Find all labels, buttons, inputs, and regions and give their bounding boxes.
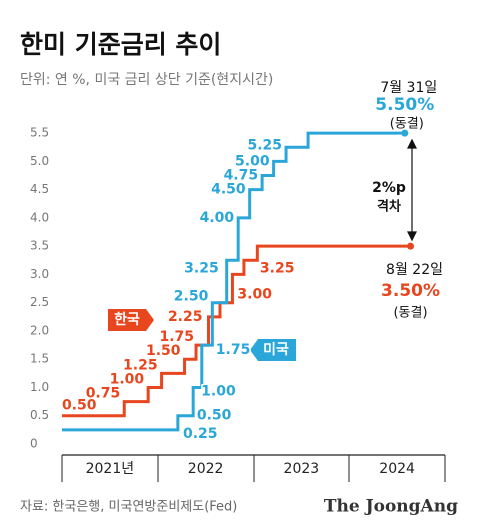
- us-tag: 미국: [250, 339, 296, 361]
- gap-arrow: [407, 138, 417, 242]
- data-label: 2.25: [168, 309, 203, 325]
- data-label: 1.50: [146, 343, 181, 359]
- source: 자료: 한국은행, 미국연방준비제도(Fed): [20, 499, 237, 515]
- y-tick-label: 5.5: [30, 126, 49, 140]
- data-label: 5.00: [235, 153, 270, 169]
- legend-label: 한국: [114, 312, 140, 328]
- data-label: 1.75: [216, 342, 251, 358]
- data-label: 1.00: [110, 371, 145, 387]
- data-label: 3.00: [237, 286, 272, 302]
- brand: The JoongAng: [324, 497, 458, 517]
- data-label: 1.25: [123, 357, 158, 373]
- end-value-label: 3.50%: [381, 281, 440, 301]
- y-tick-label: 3.5: [30, 239, 49, 253]
- y-tick-label: 2.0: [30, 323, 49, 337]
- data-label: 0.25: [183, 426, 218, 442]
- data-label: 4.75: [224, 168, 259, 184]
- y-tick-label: 0.5: [30, 408, 49, 422]
- x-tick-label: 2024: [379, 461, 415, 477]
- data-label: 4.00: [200, 210, 235, 226]
- subtitle: 단위: 연 %, 미국 금리 상단 기준(현지시간): [20, 72, 273, 88]
- y-tick-label: 0: [30, 437, 38, 451]
- data-label: 1.75: [160, 329, 195, 345]
- year-dividers: [61, 455, 446, 482]
- legend-label: 미국: [263, 342, 289, 358]
- data-label: 1.00: [201, 383, 236, 399]
- y-tick-label: 2.5: [30, 295, 49, 309]
- korea-tag: 한국: [108, 309, 154, 331]
- gap-label: 2%p: [372, 180, 406, 196]
- x-tick-label: 2021년: [86, 461, 135, 477]
- chart-title: 한미 기준금리 추이: [20, 30, 221, 59]
- step-line: [62, 131, 405, 432]
- end-note: (동결): [390, 117, 424, 132]
- data-label: 2.50: [174, 289, 209, 305]
- gap-label: 격차: [377, 199, 401, 215]
- y-tick-label: 3.0: [30, 267, 49, 281]
- x-tick-label: 2022: [188, 461, 224, 477]
- x-tick-label: 2023: [284, 461, 320, 477]
- y-tick-label: 4.5: [30, 182, 49, 196]
- y-tick-label: 1.0: [30, 380, 49, 394]
- data-label: 0.75: [86, 386, 121, 402]
- data-label: 5.25: [248, 137, 283, 153]
- data-label: 3.25: [184, 260, 219, 276]
- end-value-label: 5.50%: [375, 95, 434, 115]
- y-tick-label: 4.0: [30, 210, 49, 224]
- data-label: 0.50: [62, 398, 97, 414]
- end-date: 8월 22일: [386, 262, 443, 278]
- data-label: 4.50: [211, 182, 246, 198]
- y-tick-label: 5.0: [30, 154, 49, 168]
- data-label: 3.25: [260, 260, 295, 276]
- end-point: [401, 129, 409, 137]
- end-point: [407, 242, 415, 250]
- end-note: (동결): [393, 306, 427, 321]
- end-date: 7월 31일: [380, 80, 437, 96]
- y-tick-label: 1.5: [30, 352, 49, 366]
- data-label: 0.50: [197, 408, 232, 424]
